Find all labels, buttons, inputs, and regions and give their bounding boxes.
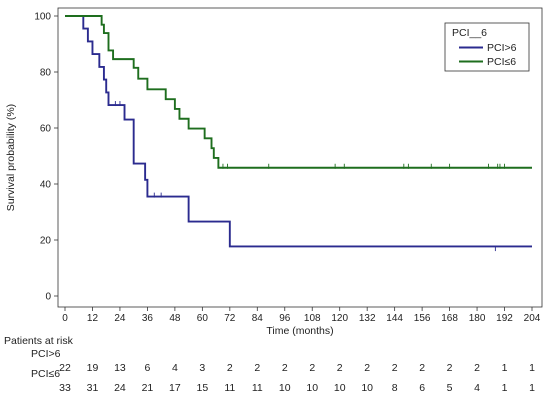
risk-count: 5: [447, 382, 453, 394]
plot-frame: [57, 7, 543, 308]
risk-count: 2: [254, 362, 260, 374]
x-tick-label: 84: [252, 313, 264, 324]
risk-table: Patients at risk PCI>6 PCI≤6 22 19 13 6 4 3 2 2…: [4, 335, 535, 394]
x-tick-label: 120: [331, 313, 348, 324]
x-tick-label: 180: [469, 313, 486, 324]
x-tick-label: 144: [386, 313, 403, 324]
risk-count: 2: [282, 362, 288, 374]
x-tick-label: 204: [524, 313, 541, 324]
risk-count: 3: [199, 362, 205, 374]
risk-count: 4: [172, 362, 178, 374]
risk-count: 19: [87, 362, 99, 374]
x-tick-label: 36: [142, 313, 154, 324]
risk-values-pci-gt6: 22 19 13 6 4 3 2 2 2 2 2 2 2 2 2 2 1 1: [59, 362, 535, 374]
risk-count: 11: [252, 382, 263, 394]
risk-count: 10: [334, 382, 346, 394]
risk-count: 24: [114, 382, 126, 394]
risk-count: 15: [197, 382, 209, 394]
x-tick-label: 0: [62, 313, 68, 324]
risk-count: 22: [59, 362, 71, 374]
series-layer: [65, 15, 532, 252]
y-tick-label: 100: [34, 12, 51, 23]
risk-count: 4: [474, 382, 480, 394]
y-tick-label: 80: [40, 68, 52, 79]
risk-count: 2: [337, 362, 343, 374]
survival-curve-1: [65, 15, 532, 169]
x-tick-label: 156: [414, 313, 431, 324]
x-tick-label: 24: [114, 313, 126, 324]
risk-group-label-pci-le6: PCI≤6: [31, 368, 60, 380]
legend-title: PCI__6: [452, 27, 487, 39]
x-tick-label: 12: [87, 313, 99, 324]
risk-count: 10: [306, 382, 318, 394]
risk-group-label-pci-gt6: PCI>6: [31, 348, 61, 360]
risk-count: 6: [419, 382, 425, 394]
x-tick-label: 96: [279, 313, 291, 324]
survival-curve-0: [65, 15, 532, 248]
legend-label-pci-le6: PCI≤6: [487, 56, 516, 68]
x-tick-label: 192: [496, 313, 513, 324]
risk-count: 13: [114, 362, 126, 374]
risk-count: 1: [502, 362, 508, 374]
risk-count: 8: [392, 382, 398, 394]
y-tick-label: 20: [40, 236, 52, 247]
x-tick-label: 48: [169, 313, 181, 324]
risk-count: 2: [227, 362, 233, 374]
y-tick-label: 40: [40, 180, 52, 191]
risk-count: 10: [279, 382, 291, 394]
risk-count: 17: [169, 382, 181, 394]
risk-count: 31: [87, 382, 99, 394]
risk-count: 2: [392, 362, 398, 374]
y-tick-label: 0: [45, 292, 51, 303]
x-tick-label: 108: [304, 313, 321, 324]
risk-count: 6: [144, 362, 150, 374]
risk-count: 2: [309, 362, 315, 374]
risk-count: 2: [419, 362, 425, 374]
y-axis-title: Survival probability (%): [5, 104, 17, 211]
x-axis-title: Time (months): [266, 325, 333, 337]
risk-table-title: Patients at risk: [4, 335, 74, 347]
risk-count: 1: [529, 362, 535, 374]
legend-label-pci-gt6: PCI>6: [487, 42, 517, 54]
x-tick-label: 132: [359, 313, 376, 324]
plot-border: [57, 7, 543, 308]
x-axis: 0 12 24 36 48 60 72 84 96 108 120 132 144 156 168 180 19…: [62, 307, 541, 324]
risk-count: 1: [502, 382, 508, 394]
x-tick-label: 168: [441, 313, 458, 324]
risk-count: 33: [59, 382, 71, 394]
risk-count: 2: [447, 362, 453, 374]
y-tick-label: 60: [40, 124, 52, 135]
risk-count: 2: [364, 362, 370, 374]
risk-count: 21: [142, 382, 154, 394]
legend: PCI__6 PCI>6 PCI≤6: [444, 22, 530, 72]
x-tick-label: 72: [224, 313, 236, 324]
x-tick-label: 60: [197, 313, 209, 324]
risk-count: 2: [474, 362, 480, 374]
risk-count: 10: [361, 382, 373, 394]
y-axis: 0 20 40 60 80 100: [34, 12, 58, 303]
risk-count: 1: [529, 382, 535, 394]
risk-count: 11: [224, 382, 235, 394]
risk-values-pci-le6: 33 31 24 21 17 15 11 11 10 10 10 10 8 6 5 4 1 1: [59, 382, 535, 394]
